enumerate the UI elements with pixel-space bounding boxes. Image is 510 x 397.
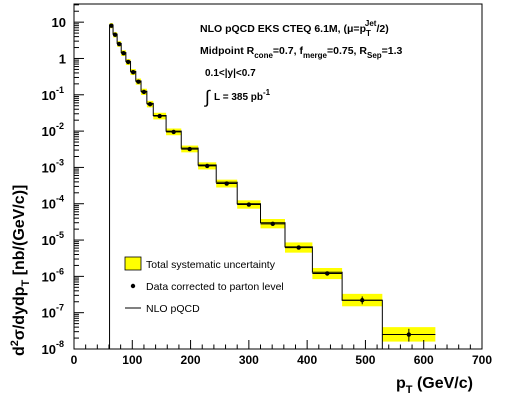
y-tick-label: 10 — [42, 306, 56, 321]
y-tick-label: 10 — [42, 160, 56, 175]
x-tick-label: 600 — [414, 353, 434, 367]
x-tick-label: 700 — [472, 353, 492, 367]
x-tick-label: 0 — [71, 353, 78, 367]
data-point — [112, 32, 118, 37]
data-point — [296, 245, 301, 250]
y-tick-label: 1 — [59, 51, 66, 66]
legend-label-nlo: NLO pQCD — [146, 303, 200, 315]
nlo-step-line — [109, 24, 436, 350]
data-points — [109, 23, 436, 342]
data-point — [136, 79, 141, 84]
data-point — [141, 89, 147, 95]
y-tick-exponent: -3 — [56, 157, 64, 167]
y-tick-exponent: -6 — [56, 266, 64, 276]
y-tick-exponent: -7 — [56, 303, 64, 313]
data-point — [246, 202, 252, 207]
y-tick-exponent: -5 — [56, 230, 64, 240]
y-tick-label: 10 — [42, 342, 56, 357]
x-tick-label: 100 — [122, 353, 142, 367]
legend: Total systematic uncertainty Data correc… — [124, 256, 284, 315]
legend-swatch-data — [130, 283, 136, 289]
y-tick-label: 10 — [42, 233, 56, 248]
data-point — [204, 163, 210, 169]
data-point — [121, 50, 126, 56]
data-point — [224, 181, 229, 186]
x-tick-label: 300 — [239, 353, 259, 367]
y-tick-exponent: -8 — [56, 339, 64, 349]
annotation-integral-sign: ∫ — [203, 87, 211, 107]
y-tick-label: 10 — [42, 88, 56, 103]
annotation-line-2: Midpoint Rcone=0.7, fmerge=0.75, RSep=1.… — [200, 45, 403, 60]
annotation-block: NLO pQCD EKS CTEQ 6.1M, (μ=pTJet/2) Midp… — [200, 19, 403, 107]
systematic-bands — [109, 23, 436, 342]
data-point — [157, 113, 162, 119]
y-tick-label: 10 — [42, 197, 56, 212]
data-point — [130, 69, 136, 75]
legend-swatch-systematic — [124, 256, 142, 271]
x-tick-label: 400 — [297, 353, 317, 367]
data-point — [116, 41, 122, 47]
x-tick-label: 500 — [355, 353, 375, 367]
y-tick-exponent: -4 — [56, 194, 64, 204]
data-point — [360, 298, 365, 303]
y-axis-title: d2σ/dydpT [nb/(GeV/c)] — [9, 185, 32, 356]
annotation-line-3: 0.1<|y|<0.7 — [205, 68, 256, 79]
data-point — [187, 146, 192, 152]
x-tick-label: 200 — [181, 353, 201, 367]
legend-label-data: Data corrected to parton level — [146, 281, 284, 293]
annotation-line-1: NLO pQCD EKS CTEQ 6.1M, (μ=pTJet/2) — [200, 19, 389, 38]
y-tick-label: 10 — [42, 269, 56, 284]
plot-frame — [73, 3, 483, 350]
legend-label-systematic: Total systematic uncertainty — [146, 259, 276, 271]
x-axis-title: pT (GeV/c) — [396, 375, 473, 396]
y-tick-exponent: -2 — [56, 121, 64, 131]
nlo-curve — [109, 24, 436, 350]
data-point — [109, 23, 114, 28]
data-point — [270, 221, 275, 227]
data-point — [126, 59, 131, 65]
y-tick-label: 10 — [52, 15, 66, 30]
data-point — [325, 271, 330, 276]
data-point — [171, 129, 176, 135]
y-tick-label: 10 — [42, 124, 56, 139]
y-tick-exponent: -1 — [56, 85, 64, 95]
data-point — [406, 332, 412, 337]
annotation-line-4: L = 385 pb-1 — [214, 88, 271, 103]
data-point — [147, 102, 153, 107]
